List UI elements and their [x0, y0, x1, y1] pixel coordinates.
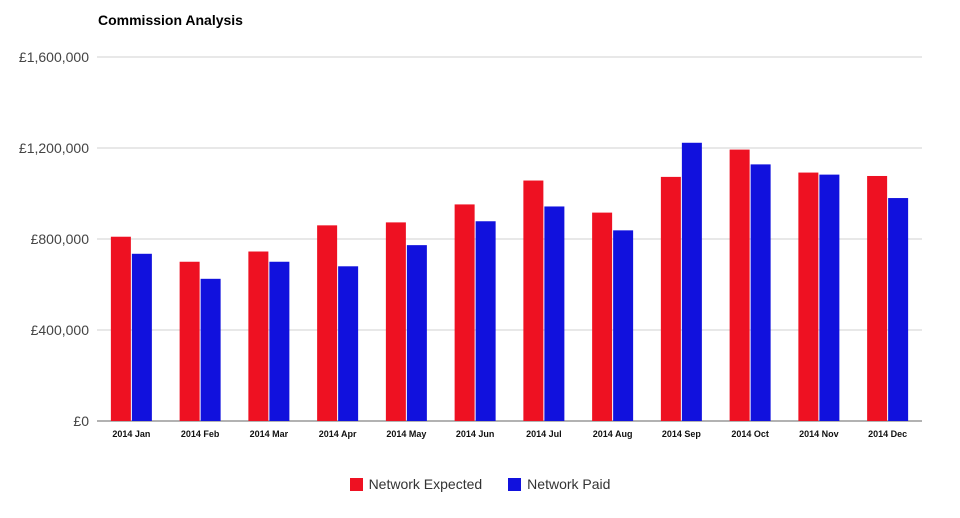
legend-item-paid[interactable]: Network Paid — [508, 476, 610, 492]
legend-label-paid: Network Paid — [527, 476, 611, 492]
bar-paid[interactable] — [406, 245, 427, 421]
bar-paid[interactable] — [475, 221, 496, 421]
bar-expected[interactable] — [660, 176, 681, 421]
bar-paid[interactable] — [681, 142, 702, 421]
bar-expected[interactable] — [110, 236, 131, 421]
bar-expected[interactable] — [592, 212, 613, 421]
bar-paid[interactable] — [338, 266, 359, 421]
legend-label-expected: Network Expected — [368, 476, 483, 492]
bar-expected[interactable] — [523, 180, 544, 421]
bar-paid[interactable] — [750, 164, 771, 421]
x-tick-label: 2014 Jan — [112, 429, 150, 439]
bar-expected[interactable] — [179, 261, 200, 421]
bar-paid[interactable] — [613, 230, 634, 421]
bar-paid[interactable] — [269, 261, 290, 421]
y-tick-label: £800,000 — [31, 231, 90, 247]
x-tick-label: 2014 Oct — [731, 429, 769, 439]
bars — [110, 142, 909, 421]
x-tick-label: 2014 Nov — [799, 429, 839, 439]
bar-expected[interactable] — [867, 175, 888, 421]
bar-expected[interactable] — [248, 251, 269, 421]
x-tick-label: 2014 Jun — [456, 429, 495, 439]
x-tick-label: 2014 Mar — [250, 429, 289, 439]
x-tick-label: 2014 Jul — [526, 429, 562, 439]
bar-paid[interactable] — [131, 253, 152, 421]
y-tick-label: £1,200,000 — [19, 140, 89, 156]
x-tick-label: 2014 Dec — [868, 429, 907, 439]
bar-expected[interactable] — [798, 172, 819, 421]
y-axis-ticks: £0 £400,000 £800,000 £1,200,000 £1,600,000 — [19, 49, 89, 429]
x-tick-label: 2014 Sep — [662, 429, 702, 439]
legend-swatch-paid — [508, 477, 522, 491]
legend: Network Expected Network Paid — [0, 476, 960, 492]
x-tick-label: 2014 Feb — [181, 429, 220, 439]
y-tick-label: £1,600,000 — [19, 49, 89, 65]
bar-expected[interactable] — [729, 149, 750, 421]
bar-paid[interactable] — [819, 174, 840, 421]
bar-paid[interactable] — [544, 206, 565, 421]
bar-expected[interactable] — [317, 225, 338, 421]
x-tick-label: 2014 May — [386, 429, 426, 439]
bar-paid[interactable] — [888, 198, 909, 421]
bar-expected[interactable] — [385, 222, 406, 421]
bar-paid[interactable] — [200, 278, 221, 421]
legend-item-expected[interactable]: Network Expected — [349, 476, 483, 492]
y-tick-label: £400,000 — [31, 322, 90, 338]
bar-expected[interactable] — [454, 204, 475, 421]
y-tick-label: £0 — [73, 413, 89, 429]
bar-chart: £0 £400,000 £800,000 £1,200,000 £1,600,000 2… — [19, 49, 922, 439]
x-tick-label: 2014 Apr — [319, 429, 357, 439]
chart-title: Commission Analysis — [98, 12, 243, 28]
x-tick-label: 2014 Aug — [593, 429, 633, 439]
gridlines — [97, 56, 922, 422]
legend-swatch-expected — [349, 477, 363, 491]
x-axis-ticks: 2014 Jan 2014 Feb 2014 Mar 2014 Apr 2014 May… — [112, 429, 907, 439]
